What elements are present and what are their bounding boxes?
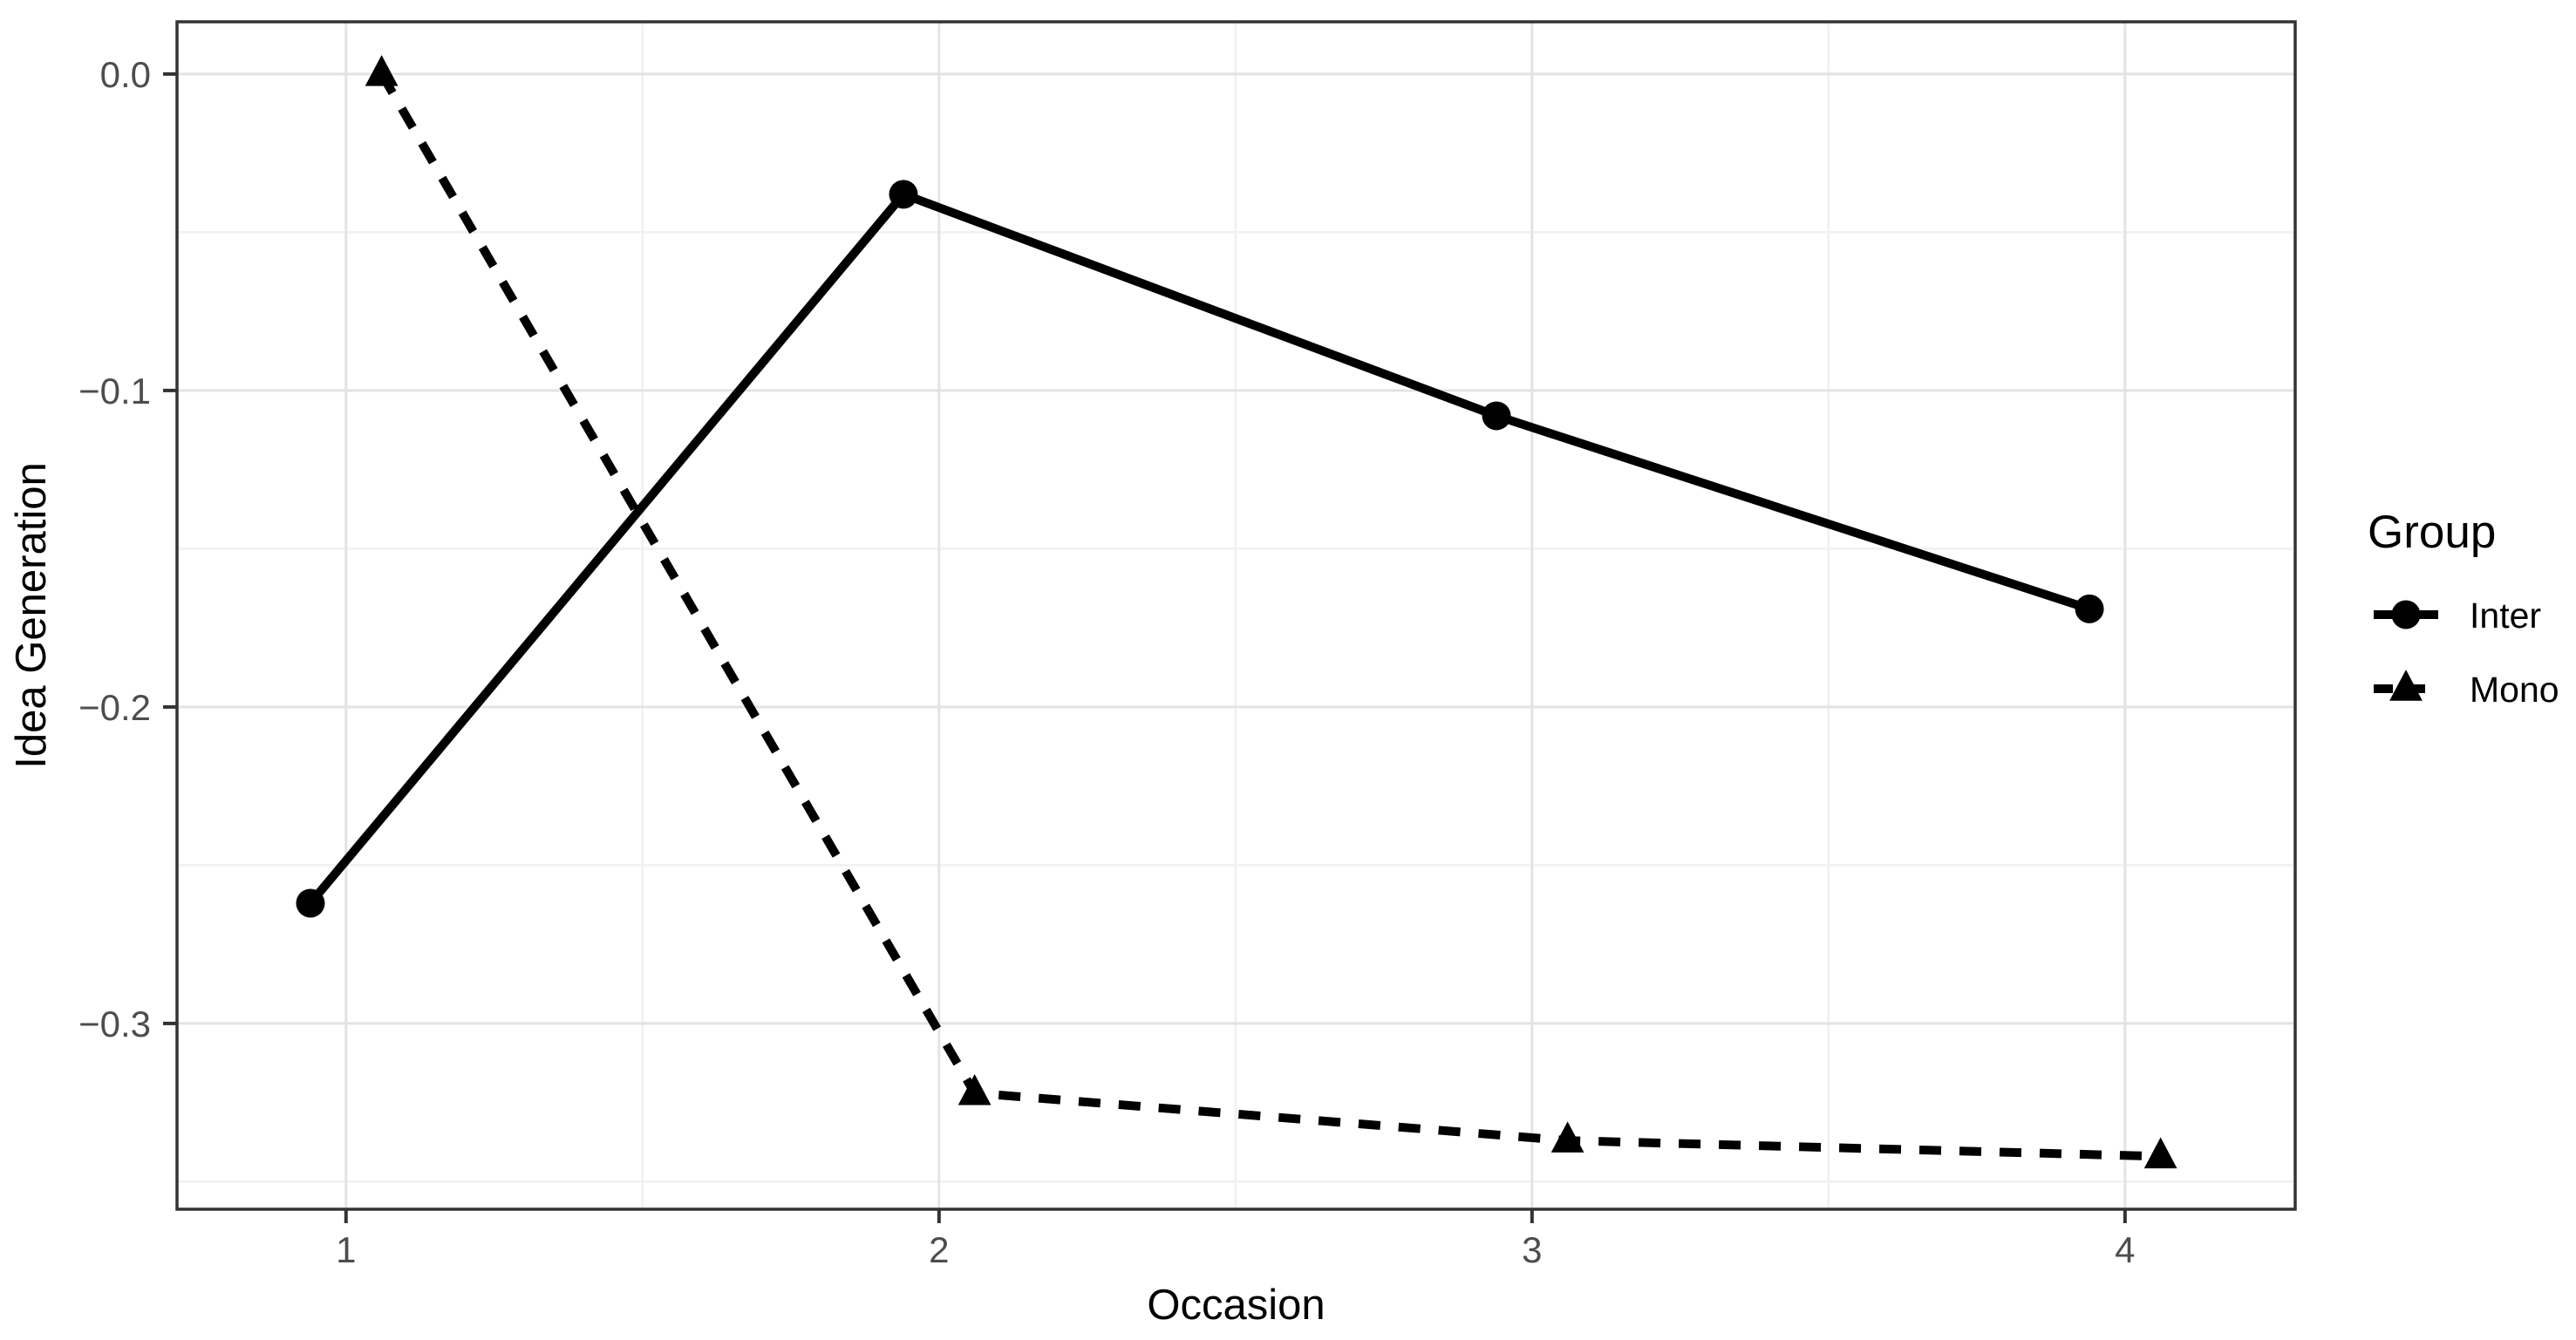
x-axis-tick-label: 4 xyxy=(2115,1229,2135,1270)
legend-key-triangle-icon xyxy=(2389,670,2423,701)
data-point-mono-2 xyxy=(957,1073,992,1105)
legend-label-inter: Inter xyxy=(2470,595,2541,636)
panel-border xyxy=(175,20,2297,1211)
grid-minor xyxy=(177,22,2295,1209)
data-point-inter-2 xyxy=(889,180,918,209)
y-axis-tick-label: −0.2 xyxy=(78,687,151,728)
series-inter xyxy=(296,180,2104,918)
x-axis-tick-label: 2 xyxy=(929,1229,949,1270)
legend-key-circle-icon xyxy=(2391,600,2421,629)
grid-major xyxy=(177,22,2295,1209)
x-axis-tick-label: 1 xyxy=(336,1229,356,1270)
x-axis-tick-label: 3 xyxy=(1522,1229,1542,1270)
legend-item-inter: Inter xyxy=(2374,595,2541,636)
series-inter-line xyxy=(307,188,2091,907)
data-point-mono-1 xyxy=(365,55,399,86)
legend-title: Group xyxy=(2368,507,2496,558)
legend-item-mono: Mono xyxy=(2374,670,2559,710)
data-point-inter-4 xyxy=(2075,594,2104,623)
data-point-mono-4 xyxy=(2143,1137,2177,1169)
y-axis-tick-label: −0.3 xyxy=(78,1003,151,1044)
series-mono xyxy=(365,55,2177,1169)
x-axis-title: Occasion xyxy=(1147,1282,1325,1329)
y-axis: 0.0 −0.1 −0.2 −0.3 xyxy=(78,54,177,1044)
y-axis-tick-label: 0.0 xyxy=(100,54,151,95)
x-axis: 1 2 3 4 xyxy=(336,1209,2136,1270)
y-axis-title: Idea Generation xyxy=(8,462,55,768)
legend-label-mono: Mono xyxy=(2470,670,2559,710)
y-axis-tick-label: −0.1 xyxy=(78,371,151,412)
legend: Group Inter Mono xyxy=(2368,507,2559,710)
data-point-inter-3 xyxy=(1482,401,1511,431)
data-point-mono-3 xyxy=(1550,1121,1584,1153)
data-point-inter-1 xyxy=(296,888,325,918)
